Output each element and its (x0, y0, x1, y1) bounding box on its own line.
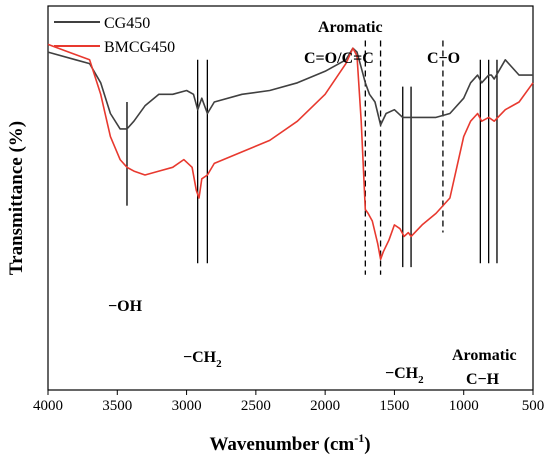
annotation-ch2-right-main: −CH (385, 365, 419, 382)
x-axis-label-close: ) (364, 434, 370, 455)
x-tick-label: 2000 (310, 398, 340, 414)
annotation-aromatic-top-line2: C=O/C=C (304, 50, 374, 67)
legend-label-cg450: CG450 (104, 15, 150, 32)
annotation-ch2-left: −CH2 (183, 349, 222, 370)
y-axis-label: Transmittance (%) (6, 121, 27, 275)
band-marker-lines (126, 40, 498, 275)
annotation-aromatic-top-line1: Aromatic (318, 19, 383, 36)
annotation-aromatic-bottom-line1: Aromatic (452, 347, 517, 364)
annotation-co: C−O (427, 50, 460, 67)
annotation-oh: −OH (108, 298, 143, 315)
annotation-ch2-left-subscript: 2 (216, 358, 222, 370)
x-axis-ticks: 4000 3500 3000 2500 2000 1500 1000 500 (33, 390, 544, 414)
x-tick-label: 500 (522, 398, 545, 414)
annotation-ch2-right: −CH2 (385, 365, 424, 386)
plot-frame (47, 5, 534, 391)
annotation-ch2-left-main: −CH (183, 349, 217, 366)
series-line-cg450 (47, 47, 533, 130)
annotation-ch2-right-subscript: 2 (418, 374, 424, 386)
x-tick-label: 1000 (449, 398, 479, 414)
legend-label-bmcg450: BMCG450 (104, 39, 175, 56)
x-tick-label: 3500 (102, 398, 132, 414)
annotation-aromatic-bottom-line2: C−H (466, 371, 500, 388)
series-line-bmcg450 (47, 43, 534, 261)
legend: CG450 BMCG450 (54, 15, 175, 56)
x-tick-label: 3000 (172, 398, 202, 414)
x-tick-label: 2500 (241, 398, 271, 414)
x-axis-label: Wavenumber (cm-1) (209, 431, 370, 455)
series-lines (47, 43, 534, 261)
x-axis-label-superscript: -1 (354, 431, 364, 445)
x-tick-label: 1500 (379, 398, 409, 414)
x-axis-label-main: Wavenumber (cm (209, 434, 354, 455)
x-tick-label: 4000 (33, 398, 63, 414)
